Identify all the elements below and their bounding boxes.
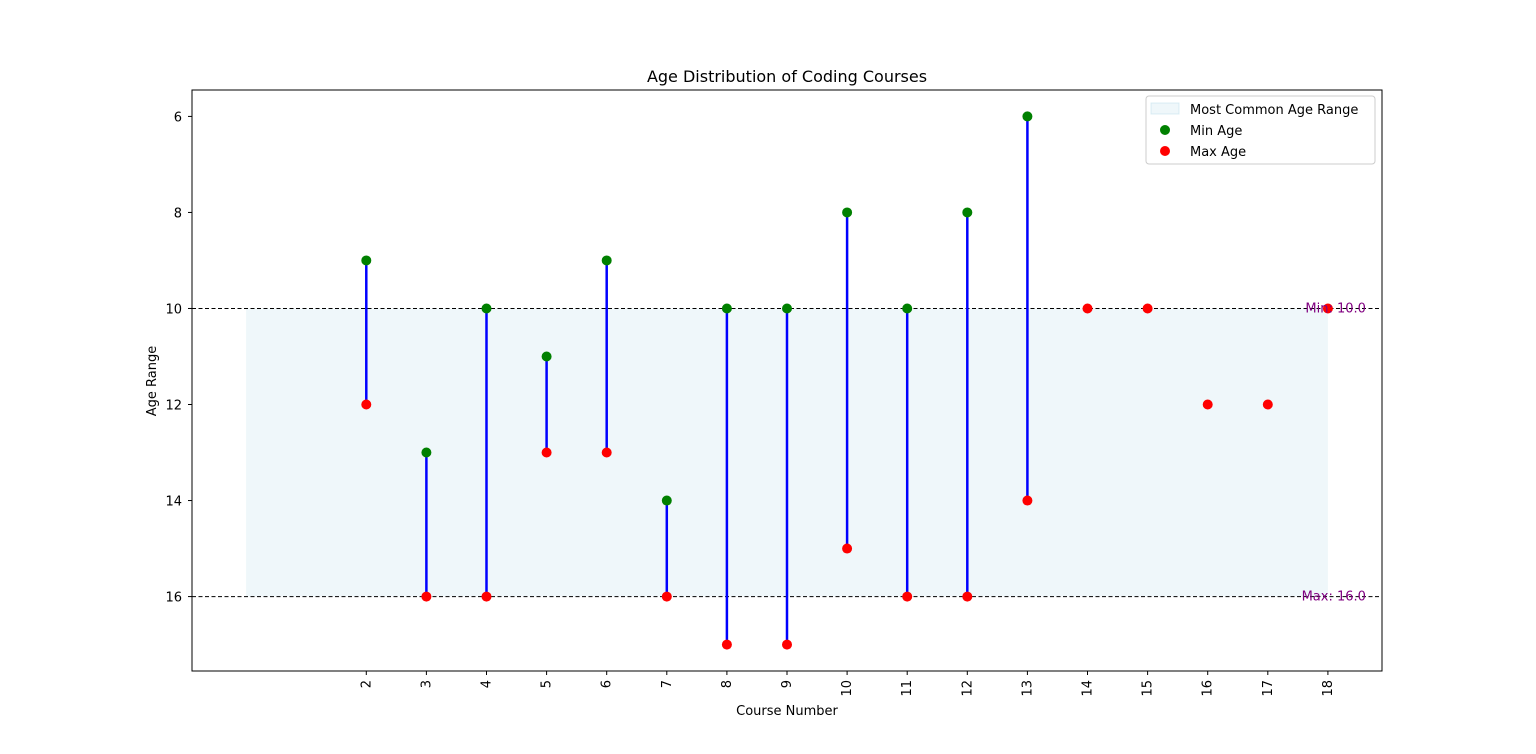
legend-max-label: Max Age <box>1190 145 1246 160</box>
y-tick-label-8: 8 <box>174 206 182 221</box>
x-tick-label-4: 4 <box>479 680 494 688</box>
x-tick-label-12: 12 <box>960 680 975 697</box>
legend-max-marker <box>1160 146 1170 156</box>
reference-label-max: Max: 16.0 <box>1302 590 1366 605</box>
x-tick-label-7: 7 <box>660 680 675 688</box>
legend: Most Common Age Range Min Age Max Age <box>1145 95 1376 165</box>
min-age-point-course-7 <box>661 495 672 506</box>
x-tick-label-11: 11 <box>900 680 915 697</box>
x-tick-label-13: 13 <box>1020 680 1035 697</box>
legend-band-swatch <box>1150 102 1180 115</box>
max-age-point-course-4 <box>481 591 492 602</box>
x-tick-label-14: 14 <box>1081 680 1096 697</box>
x-tick-label-5: 5 <box>540 680 555 688</box>
legend-frame <box>1145 95 1376 165</box>
y-tick-label-14: 14 <box>165 495 182 510</box>
max-age-point-course-5 <box>541 447 552 458</box>
min-age-point-course-4 <box>481 303 492 314</box>
min-age-point-course-3 <box>421 447 432 458</box>
min-age-point-course-10 <box>842 207 853 218</box>
chart-title: Age Distribution of Coding Courses <box>647 67 927 86</box>
y-tick-label-6: 6 <box>174 110 182 125</box>
min-age-point-course-6 <box>601 255 612 266</box>
y-tick-label-16: 16 <box>165 591 182 606</box>
max-age-point-course-12 <box>962 591 973 602</box>
min-age-point-course-9 <box>782 303 792 314</box>
x-tick-label-17: 17 <box>1261 680 1276 697</box>
x-tick-label-6: 6 <box>600 680 615 688</box>
max-age-point-course-2 <box>361 399 372 410</box>
max-age-point-course-3 <box>421 591 432 602</box>
legend-min-marker <box>1160 125 1170 135</box>
y-tick-label-10: 10 <box>165 302 182 317</box>
legend-band-label: Most Common Age Range <box>1190 103 1358 118</box>
max-age-point-course-6 <box>601 447 612 458</box>
min-age-point-course-13 <box>1022 111 1033 122</box>
x-tick-label-16: 16 <box>1201 680 1216 697</box>
min-age-point-course-5 <box>541 351 552 362</box>
max-age-point-course-10 <box>842 543 853 554</box>
min-age-point-course-11 <box>902 303 913 314</box>
y-axis-title: Age Range <box>145 346 160 416</box>
x-tick-label-8: 8 <box>720 680 735 688</box>
x-axis-title: Course Number <box>736 704 838 719</box>
x-tick-label-9: 9 <box>780 680 795 688</box>
max-age-point-course-7 <box>661 591 672 602</box>
x-tick-label-3: 3 <box>419 680 434 688</box>
reference-label-min: Min: 10.0 <box>1305 301 1366 316</box>
max-age-point-course-18 <box>1322 303 1333 314</box>
max-age-point-course-8 <box>721 639 732 650</box>
max-age-point-course-13 <box>1022 495 1033 506</box>
min-age-point-course-2 <box>361 255 372 266</box>
x-tick-label-2: 2 <box>359 680 374 688</box>
min-age-point-course-12 <box>962 207 973 218</box>
max-age-point-course-11 <box>902 591 913 602</box>
x-tick-label-10: 10 <box>840 680 855 697</box>
y-tick-label-12: 12 <box>165 399 182 414</box>
max-age-point-course-9 <box>782 639 792 650</box>
max-age-point-course-17 <box>1262 399 1273 410</box>
max-age-point-course-16 <box>1202 399 1213 410</box>
max-age-point-course-15 <box>1142 303 1153 314</box>
max-age-point-course-14 <box>1082 303 1093 314</box>
x-tick-label-15: 15 <box>1141 680 1156 697</box>
x-tick-label-18: 18 <box>1321 680 1336 697</box>
min-age-point-course-8 <box>721 303 732 314</box>
legend-min-label: Min Age <box>1190 124 1242 139</box>
